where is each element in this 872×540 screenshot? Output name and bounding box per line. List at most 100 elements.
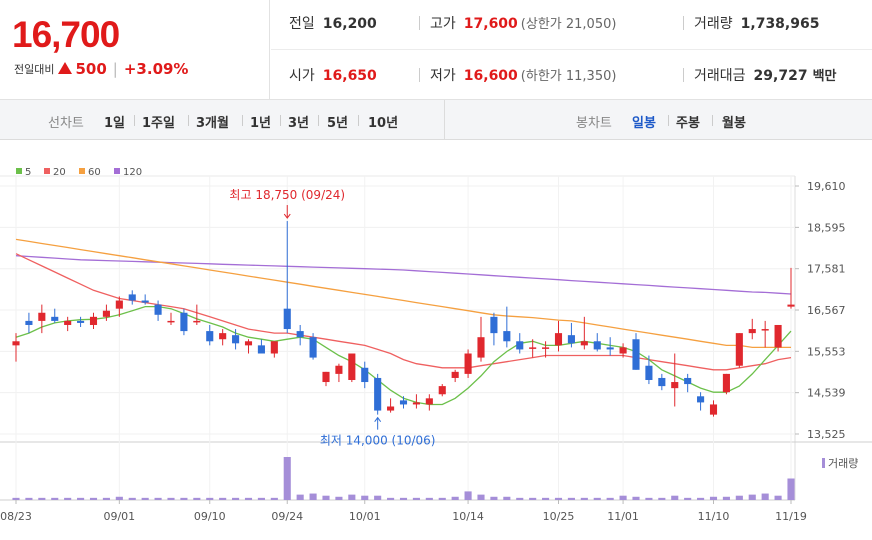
- candle-chart-label: 봉차트: [576, 116, 612, 131]
- volume-bar: [51, 497, 59, 500]
- tab-3m[interactable]: 3개월: [196, 116, 229, 131]
- volume-bar: [361, 495, 369, 500]
- volume-bar: [102, 497, 110, 500]
- volume-bar: [542, 497, 550, 500]
- volume-bar: [322, 495, 330, 500]
- candle-body: [722, 373, 730, 393]
- candle-body: [554, 333, 563, 346]
- legend-label: 20: [53, 167, 66, 178]
- volume-bar: [115, 496, 123, 500]
- volume-bar: [244, 497, 253, 500]
- volume-bar: [89, 497, 98, 500]
- ma20-line: [15, 253, 792, 371]
- tab-10y[interactable]: 10년: [368, 116, 399, 131]
- volume-bar: [232, 497, 240, 500]
- legend-swatch: [114, 168, 120, 174]
- volume-bar: [335, 496, 343, 500]
- volume-bar: [77, 497, 85, 500]
- candle-body: [219, 333, 227, 340]
- volume-bar: [722, 496, 730, 500]
- candle-body: [593, 341, 601, 350]
- volume-bar: [516, 497, 524, 500]
- quote-header: 16,700 전일대비 500 | +3.09% 전일 16,200 고가 17…: [0, 0, 872, 100]
- volume-bar: [180, 497, 188, 500]
- volume-bar: [606, 497, 614, 500]
- candle-body: [477, 337, 485, 358]
- x-tick-label: 09/01: [103, 510, 135, 523]
- candle-body: [115, 300, 123, 309]
- change-percent: +3.09%: [123, 60, 189, 78]
- candle-body: [102, 310, 110, 317]
- volume-bar: [477, 494, 485, 500]
- volume-bar: [593, 497, 601, 500]
- candle-body: [77, 320, 85, 323]
- volume-bar: [451, 496, 459, 500]
- tab-5y[interactable]: 5년: [327, 116, 349, 131]
- candle-body: [761, 329, 769, 331]
- y-tick-label: 16,567: [807, 304, 846, 317]
- stat-high: 고가 17,600 (상한가 21,050): [430, 16, 617, 32]
- volume-bar: [567, 497, 575, 500]
- candle-body: [374, 377, 382, 411]
- candle-body: [38, 312, 46, 321]
- candle-body: [141, 300, 149, 303]
- x-tick-label: 11/19: [775, 510, 807, 523]
- x-tick-label: 11/10: [698, 510, 730, 523]
- candle-body: [361, 367, 369, 383]
- candle-body: [167, 320, 175, 323]
- volume-bar: [619, 495, 627, 500]
- volume-bar: [554, 497, 563, 500]
- stat-amount: 거래대금 29,727 백만: [694, 68, 837, 84]
- volume-bar: [684, 497, 692, 500]
- volume-bar: [206, 497, 214, 500]
- candle-body: [425, 398, 433, 405]
- volume-bar: [748, 494, 756, 500]
- legend-label: 60: [88, 167, 101, 178]
- volume-bar: [309, 493, 317, 500]
- candle-body: [438, 386, 446, 395]
- tab-1y[interactable]: 1년: [250, 116, 272, 131]
- candle-body: [697, 396, 705, 403]
- tab-weekly[interactable]: 주봉: [676, 116, 700, 131]
- candle-body: [12, 341, 20, 346]
- volume-bar: [464, 491, 472, 500]
- volume-bar: [374, 495, 382, 500]
- candle-body: [399, 400, 408, 405]
- candle-body: [64, 320, 72, 325]
- x-tick-label: 08/23: [0, 510, 32, 523]
- candle-body: [632, 339, 640, 370]
- volume-bar: [503, 496, 511, 500]
- high-annotation: 최고 18,750 (09/24): [229, 188, 345, 202]
- volume-bar: [38, 497, 46, 500]
- tab-daily[interactable]: 일봉: [632, 116, 656, 131]
- tab-monthly[interactable]: 월봉: [722, 116, 746, 131]
- volume-bar: [399, 497, 408, 500]
- volume-bar: [735, 495, 743, 500]
- volume-bar: [774, 495, 782, 500]
- volume-bar: [128, 497, 136, 500]
- volume-bar: [658, 497, 666, 500]
- volume-bar: [529, 497, 537, 500]
- tab-1w[interactable]: 1주일: [142, 116, 175, 131]
- x-tick-label: 10/14: [452, 510, 484, 523]
- candle-body: [684, 377, 692, 385]
- candle-body: [51, 316, 59, 321]
- volume-bar: [697, 497, 705, 500]
- y-tick-label: 17,581: [807, 263, 846, 276]
- high-arrow-icon: [283, 213, 291, 219]
- legend-label: 5: [25, 167, 31, 178]
- current-price: 16,700: [12, 14, 120, 55]
- candle-body: [206, 331, 214, 342]
- volume-bar: [709, 496, 718, 500]
- candle-body: [270, 341, 278, 354]
- x-tick-label: 11/01: [607, 510, 639, 523]
- candle-body: [606, 347, 614, 350]
- candle-body: [257, 345, 265, 354]
- candle-body: [516, 341, 524, 350]
- tab-3y[interactable]: 3년: [288, 116, 310, 131]
- candle-body: [464, 353, 472, 374]
- candle-body: [154, 304, 162, 315]
- tab-1d[interactable]: 1일: [104, 116, 126, 131]
- volume-bar: [787, 478, 795, 500]
- candle-body: [671, 382, 679, 389]
